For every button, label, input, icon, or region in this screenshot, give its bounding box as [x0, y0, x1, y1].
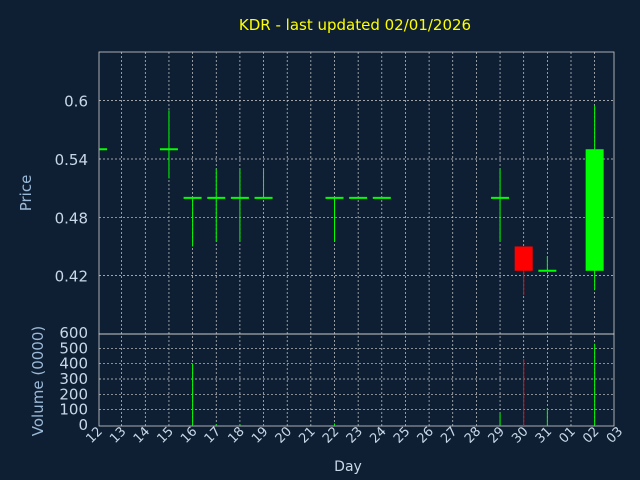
price-tick-label: 0.48	[55, 209, 88, 227]
price-tick-label: 0.42	[55, 268, 88, 286]
volume-tick-label: 600	[59, 324, 88, 342]
volume-tick-label: 300	[59, 370, 88, 388]
day-axis-label: Day	[334, 459, 362, 475]
candle-body	[585, 149, 604, 271]
volume-tick-label: 500	[59, 339, 88, 357]
price-axis-ticks: 0.6 0.54 0.48 0.42	[55, 93, 88, 286]
grid-lines	[99, 52, 614, 426]
volume-bars	[192, 343, 596, 426]
chart-title: KDR - last updated 02/01/2026	[239, 16, 471, 34]
volume-tick-label: 200	[59, 385, 88, 403]
volume-axis-label: Volume (0000)	[29, 326, 47, 436]
day-axis-ticks: 12 13 14 15 16 17 18 19 20 21 22 23 24 25 26 27 28 29 30 31…	[84, 424, 627, 446]
price-axis-label: Price	[17, 175, 35, 212]
price-tick-label: 0.54	[55, 151, 88, 169]
price-tick-label: 0.6	[64, 93, 88, 111]
volume-tick-label: 400	[59, 355, 88, 373]
volume-panel-frame	[98, 333, 615, 427]
volume-tick-label: 0	[78, 416, 88, 434]
price-candles	[99, 105, 604, 296]
volume-tick-label: 100	[59, 401, 88, 419]
candle-body	[514, 246, 533, 271]
